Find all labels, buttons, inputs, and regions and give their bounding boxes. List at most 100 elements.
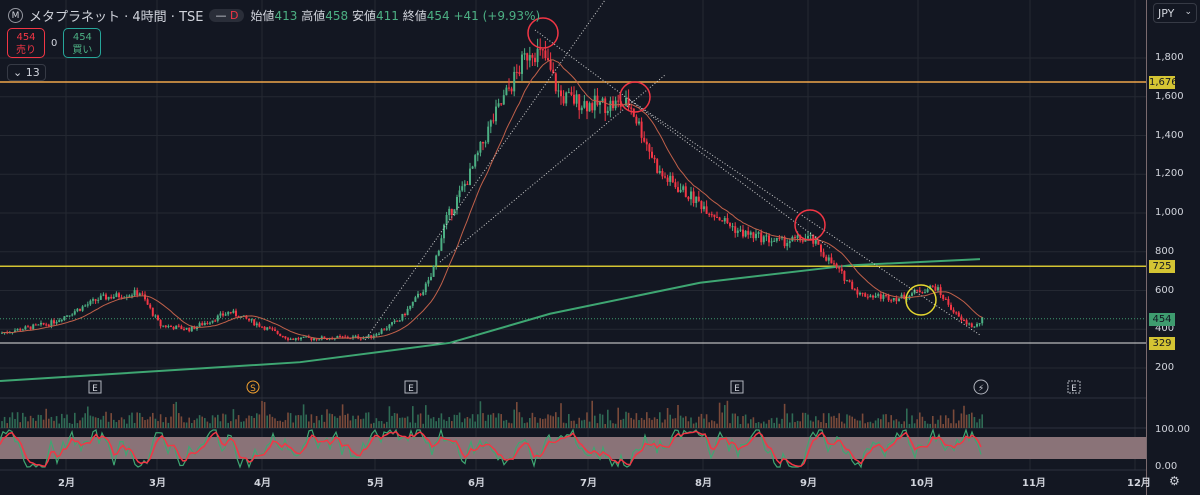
volume-bar xyxy=(534,417,536,428)
event-label: S xyxy=(250,384,256,394)
volume-bar xyxy=(165,417,167,428)
trendline xyxy=(364,0,606,341)
candle xyxy=(84,305,87,307)
volume-bar xyxy=(687,421,690,428)
volume-bar xyxy=(370,423,372,428)
candle xyxy=(700,201,703,210)
candle xyxy=(164,325,167,328)
volume-bar xyxy=(175,401,177,428)
volume-bar xyxy=(812,421,814,428)
candle xyxy=(216,315,219,321)
volume-bar xyxy=(677,404,679,428)
volume-bar xyxy=(529,418,531,428)
candle xyxy=(235,310,237,316)
candle xyxy=(287,338,289,340)
candle xyxy=(664,176,666,178)
buy-button[interactable]: 454 買い xyxy=(63,28,102,58)
candle xyxy=(443,224,445,239)
candle xyxy=(34,324,37,326)
candle xyxy=(146,299,149,305)
candle xyxy=(976,323,978,327)
volume-bar xyxy=(568,414,570,428)
candle xyxy=(307,336,310,338)
volume-bar xyxy=(11,412,14,428)
candle xyxy=(60,320,63,322)
volume-bar xyxy=(263,402,266,428)
candle xyxy=(224,314,227,316)
candle xyxy=(575,94,578,104)
candle xyxy=(731,226,734,228)
candle xyxy=(201,323,204,326)
volume-bar xyxy=(934,423,937,428)
price-tick: 600 xyxy=(1155,284,1175,296)
market-status-badge[interactable]: — D xyxy=(209,9,245,22)
volume-bar xyxy=(586,412,588,428)
volume-bar xyxy=(646,412,648,428)
volume-bar xyxy=(250,416,253,428)
candle xyxy=(796,235,799,238)
candle xyxy=(86,304,89,306)
volume-bar xyxy=(29,415,32,428)
sell-button[interactable]: 454 売り xyxy=(7,28,45,58)
candle xyxy=(606,110,609,113)
volume-bar xyxy=(235,419,237,428)
candle xyxy=(19,328,22,331)
month-label: 3月 xyxy=(149,478,166,489)
candle xyxy=(944,298,947,300)
candle xyxy=(887,295,890,301)
currency-select[interactable]: JPY ⌄ xyxy=(1153,3,1197,23)
candle xyxy=(625,97,627,106)
volume-bar xyxy=(237,415,240,428)
volume-bar xyxy=(799,421,801,428)
volume-bar xyxy=(66,414,68,428)
candle xyxy=(107,296,110,300)
candle xyxy=(874,295,877,298)
volume-bar xyxy=(102,415,105,428)
candle xyxy=(47,324,50,327)
indicators-toggle-button[interactable]: ⌄ 13 xyxy=(7,64,46,81)
volume-bar xyxy=(669,414,671,428)
candle xyxy=(843,271,846,281)
volume-bar xyxy=(817,420,820,428)
candle xyxy=(656,159,659,173)
candle xyxy=(422,292,425,295)
candle xyxy=(346,336,349,339)
candle xyxy=(157,315,159,321)
volume-bar xyxy=(37,414,40,428)
price-axis[interactable]: JPY ⌄ 1,800 1,600 1,400 1,200 1,000 800 600 400… xyxy=(1146,0,1200,495)
candle xyxy=(268,327,271,329)
candle xyxy=(328,338,331,340)
volume-bar xyxy=(815,416,817,428)
candle xyxy=(820,244,822,253)
volume-bar xyxy=(188,417,190,428)
settings-icon[interactable]: ⚙ xyxy=(1169,474,1180,488)
volume-bar xyxy=(185,422,188,428)
candle xyxy=(692,191,695,204)
volume-bar xyxy=(926,423,929,428)
volume-bar xyxy=(526,422,528,428)
volume-bar xyxy=(908,423,911,428)
volume-bar xyxy=(851,416,853,428)
volume-bar xyxy=(773,422,775,428)
volume-bar xyxy=(383,423,385,428)
candle xyxy=(336,336,339,339)
candle xyxy=(515,71,518,73)
candle xyxy=(661,170,664,177)
price-chart[interactable]: E S E E ⚡ E xyxy=(0,0,1146,495)
volume-bar xyxy=(79,420,81,428)
volume-bar xyxy=(625,411,627,428)
candle xyxy=(591,103,594,111)
candle xyxy=(492,120,495,122)
volume-bar xyxy=(211,415,214,428)
volume-bar xyxy=(666,408,669,428)
volume-bar xyxy=(596,423,599,428)
volume-bar xyxy=(295,415,297,428)
volume-bar xyxy=(599,413,601,428)
candle xyxy=(398,320,401,322)
volume-bar xyxy=(505,419,508,428)
volume-bar xyxy=(942,423,944,428)
candle xyxy=(456,196,458,210)
volume-bar xyxy=(570,420,573,428)
volume-bar xyxy=(854,418,856,428)
symbol-title[interactable]: メタプラネット · 4時間 · TSE xyxy=(29,10,204,25)
